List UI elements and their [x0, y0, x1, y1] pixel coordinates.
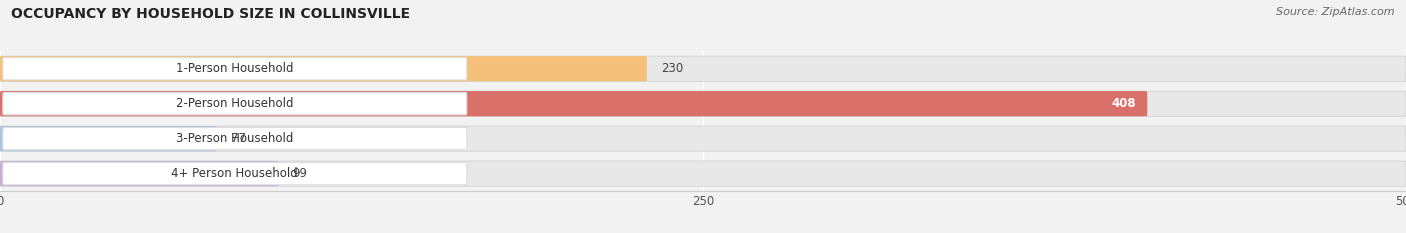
FancyBboxPatch shape: [0, 126, 1406, 151]
FancyBboxPatch shape: [3, 58, 467, 80]
FancyBboxPatch shape: [3, 162, 467, 185]
FancyBboxPatch shape: [0, 126, 217, 151]
FancyBboxPatch shape: [0, 91, 1406, 116]
Text: 2-Person Household: 2-Person Household: [176, 97, 294, 110]
FancyBboxPatch shape: [0, 91, 1147, 116]
FancyBboxPatch shape: [0, 161, 278, 186]
FancyBboxPatch shape: [3, 127, 467, 150]
Text: 99: 99: [292, 167, 308, 180]
Text: 408: 408: [1111, 97, 1136, 110]
Text: 4+ Person Household: 4+ Person Household: [172, 167, 298, 180]
FancyBboxPatch shape: [0, 56, 647, 81]
FancyBboxPatch shape: [3, 93, 467, 115]
FancyBboxPatch shape: [0, 161, 1406, 186]
Text: Source: ZipAtlas.com: Source: ZipAtlas.com: [1277, 7, 1395, 17]
Text: 1-Person Household: 1-Person Household: [176, 62, 294, 75]
Text: 3-Person Household: 3-Person Household: [176, 132, 294, 145]
Text: 77: 77: [231, 132, 246, 145]
FancyBboxPatch shape: [0, 56, 1406, 81]
Text: OCCUPANCY BY HOUSEHOLD SIZE IN COLLINSVILLE: OCCUPANCY BY HOUSEHOLD SIZE IN COLLINSVI…: [11, 7, 411, 21]
Text: 230: 230: [661, 62, 683, 75]
